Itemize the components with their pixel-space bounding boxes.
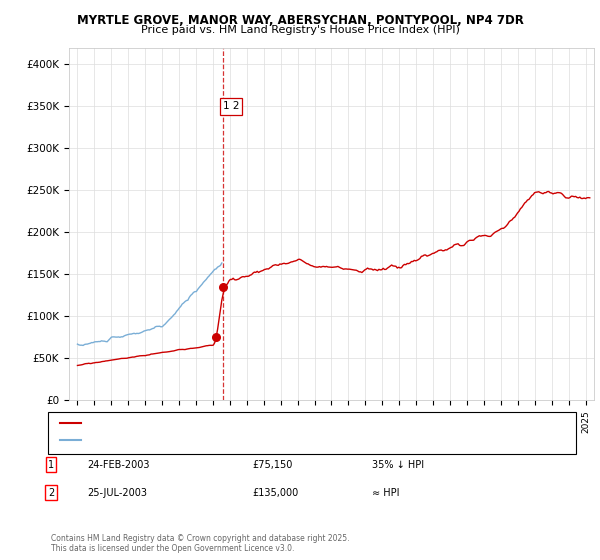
Text: 2: 2 xyxy=(48,488,54,498)
Text: MYRTLE GROVE, MANOR WAY, ABERSYCHAN, PONTYPOOL, NP4 7DR (detached house): MYRTLE GROVE, MANOR WAY, ABERSYCHAN, PON… xyxy=(84,418,469,427)
Text: Price paid vs. HM Land Registry's House Price Index (HPI): Price paid vs. HM Land Registry's House … xyxy=(140,25,460,35)
Text: 24-FEB-2003: 24-FEB-2003 xyxy=(87,460,149,470)
Text: 35% ↓ HPI: 35% ↓ HPI xyxy=(372,460,424,470)
Text: 1: 1 xyxy=(48,460,54,470)
Point xyxy=(218,282,227,291)
Text: 1 2: 1 2 xyxy=(223,101,239,111)
Text: ≈ HPI: ≈ HPI xyxy=(372,488,400,498)
Text: £75,150: £75,150 xyxy=(252,460,292,470)
Text: 25-JUL-2003: 25-JUL-2003 xyxy=(87,488,147,498)
Text: Contains HM Land Registry data © Crown copyright and database right 2025.
This d: Contains HM Land Registry data © Crown c… xyxy=(51,534,349,553)
Text: £135,000: £135,000 xyxy=(252,488,298,498)
Point xyxy=(211,333,221,342)
Text: HPI: Average price, detached house, Torfaen: HPI: Average price, detached house, Torf… xyxy=(84,435,284,444)
Text: MYRTLE GROVE, MANOR WAY, ABERSYCHAN, PONTYPOOL, NP4 7DR: MYRTLE GROVE, MANOR WAY, ABERSYCHAN, PON… xyxy=(77,14,523,27)
